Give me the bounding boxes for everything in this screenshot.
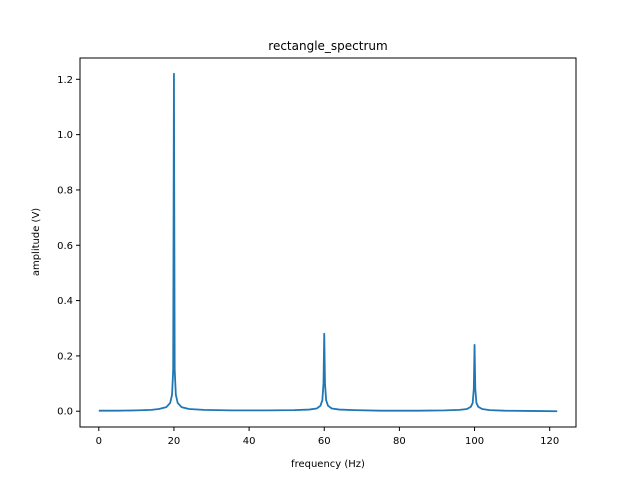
axes-frame — [79, 57, 577, 428]
y-tick-label: 0.8 — [57, 185, 73, 196]
y-tick-label: 0.2 — [57, 351, 73, 362]
x-tick-label: 20 — [168, 436, 181, 447]
y-axis-label: amplitude (V) — [31, 208, 42, 276]
y-tick-label: 0.0 — [57, 407, 73, 418]
x-tick-label: 80 — [393, 436, 406, 447]
chart-title: rectangle_spectrum — [268, 39, 387, 53]
y-tick-label: 1.0 — [57, 130, 73, 141]
y-tick-label: 0.6 — [57, 241, 73, 252]
x-tick-label: 120 — [540, 436, 559, 447]
plot-area — [98, 72, 558, 413]
x-tick-label: 40 — [243, 436, 256, 447]
y-tick-label: 0.4 — [57, 296, 73, 307]
y-tick-label: 1.2 — [57, 75, 73, 86]
x-tick-label: 0 — [96, 436, 102, 447]
series-line — [98, 72, 558, 413]
x-tick-label: 60 — [318, 436, 331, 447]
x-tick-label: 100 — [465, 436, 484, 447]
x-axis: 0 20 40 60 80 100 120 — [96, 427, 559, 447]
y-axis: 0.0 0.2 0.4 0.6 0.8 1.0 1.2 — [57, 75, 80, 418]
x-axis-label: frequency (Hz) — [291, 459, 365, 470]
